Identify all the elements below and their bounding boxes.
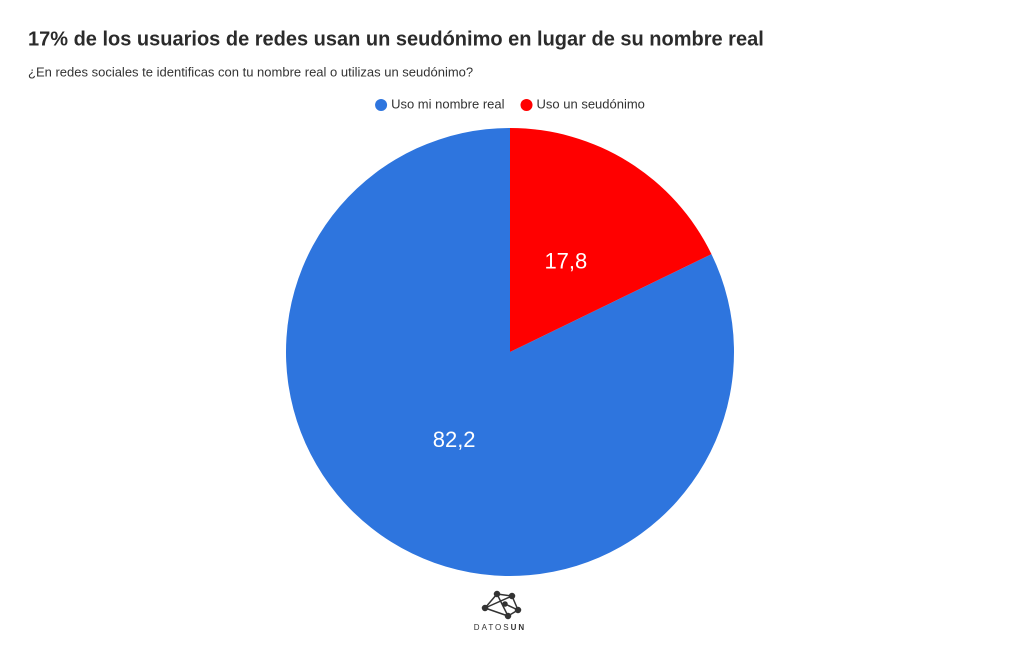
legend-marker	[520, 99, 533, 111]
legend: Uso mi nombre real Uso un seudónimo	[375, 96, 645, 111]
legend-marker	[375, 99, 388, 111]
chart-subtitle: ¿En redes sociales te identificas con tu…	[28, 64, 473, 79]
chart-title: 17% de los usuarios de redes usan un seu…	[28, 28, 764, 50]
data-label: 82,2	[433, 427, 476, 452]
pie-slice	[286, 128, 734, 577]
data-label: 17,8	[544, 249, 587, 274]
logo-text: DATOSUN	[474, 623, 526, 632]
legend-label: Uso un seudónimo	[537, 96, 645, 111]
pie-slice	[510, 127, 712, 352]
logo-icon	[481, 590, 522, 620]
logo-text-bold: UN	[511, 623, 527, 632]
legend-label: Uso mi nombre real	[391, 96, 505, 111]
logo-text-light: DATOS	[474, 623, 511, 632]
